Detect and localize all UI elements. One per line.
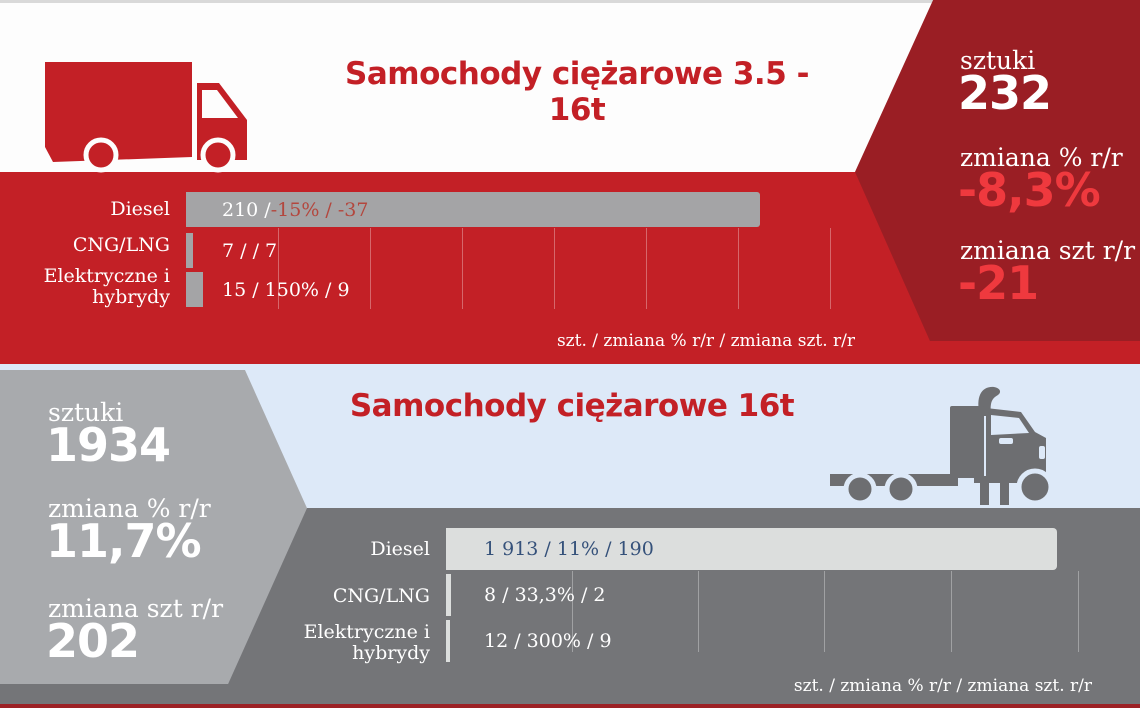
bottom-section-title: Samochody ciężarowe 16t (349, 388, 795, 424)
bottom-border-line (0, 704, 1140, 708)
bottom-stat-pct-value: 11,7% (46, 514, 202, 568)
row-label-diesel: Diesel (110, 198, 170, 220)
row-label-electric-line1: Elektryczne i (43, 265, 170, 287)
bottom-stat-sztuki-label: sztuki (48, 398, 124, 427)
gridline (698, 571, 699, 652)
gridline (830, 228, 831, 309)
box-truck-icon (45, 58, 260, 174)
cng-bar-value: 7 / / 7 (222, 239, 278, 262)
row-label-electric: Elektryczne i hybrydy (0, 266, 170, 308)
row-label-electric-line2: hybrydy (352, 642, 430, 664)
row-label-cng: CNG/LNG (72, 234, 170, 256)
diesel-bar (186, 192, 760, 227)
diesel-value-change: -15% / -37 (270, 198, 369, 221)
gridline (646, 228, 647, 309)
top-section-title: Samochody ciężarowe 3.5 - 16t (345, 56, 809, 128)
gridline (1078, 571, 1079, 652)
electric-bar (446, 620, 450, 662)
electric-bar-value: 15 / 150% / 9 (222, 278, 350, 301)
gridline (278, 228, 279, 309)
top-stat-szt-value: -21 (958, 256, 1039, 310)
top-stat-pct-label: zmiana % r/r (960, 143, 1123, 172)
gridline (554, 228, 555, 309)
diesel-bar (446, 528, 1057, 570)
bottom-chart-legend: szt. / zmiana % r/r / zmiana szt. r/r (793, 676, 1092, 696)
gridline (370, 228, 371, 309)
row-label-diesel: Diesel (370, 538, 430, 560)
electric-bar-value: 12 / 300% / 9 (484, 630, 612, 652)
gridline (951, 571, 952, 652)
diesel-bar-value: 210 / -15% / -37 (222, 192, 368, 227)
bottom-stat-sztuki-value: 1934 (46, 418, 171, 472)
top-chart-legend: szt. / zmiana % r/r / zmiana szt. r/r (556, 331, 856, 351)
cng-bar-value: 8 / 33,3% / 2 (484, 584, 606, 606)
semi-truck-icon (828, 386, 1076, 508)
cng-bar (186, 233, 193, 268)
diesel-bar-value: 1 913 / 11% / 190 (484, 538, 654, 560)
electric-bar (186, 272, 203, 307)
diesel-value-szt: 210 / (222, 198, 271, 221)
bottom-stat-szt-value: 202 (46, 614, 140, 668)
gridline (572, 571, 573, 652)
top-stat-sztuki-value: 232 (958, 66, 1052, 120)
gridline (462, 228, 463, 309)
top-border-line (0, 0, 1140, 3)
bottom-stat-pct-label: zmiana % r/r (48, 494, 211, 523)
gridline (824, 571, 825, 652)
row-label-electric: Elektryczne i hybrydy (180, 622, 430, 664)
bottom-stat-szt-label: zmiana szt r/r (48, 594, 224, 623)
top-stat-szt-label: zmiana szt r/r (960, 236, 1136, 265)
row-label-cng: CNG/LNG (332, 585, 430, 607)
row-label-electric-line2: hybrydy (92, 286, 170, 308)
top-stat-sztuki-label: sztuki (960, 46, 1036, 75)
row-label-electric-line1: Elektryczne i (303, 621, 430, 643)
top-stat-pct-value: -8,3% (958, 163, 1101, 217)
cng-bar (446, 574, 451, 616)
gridline (738, 228, 739, 309)
